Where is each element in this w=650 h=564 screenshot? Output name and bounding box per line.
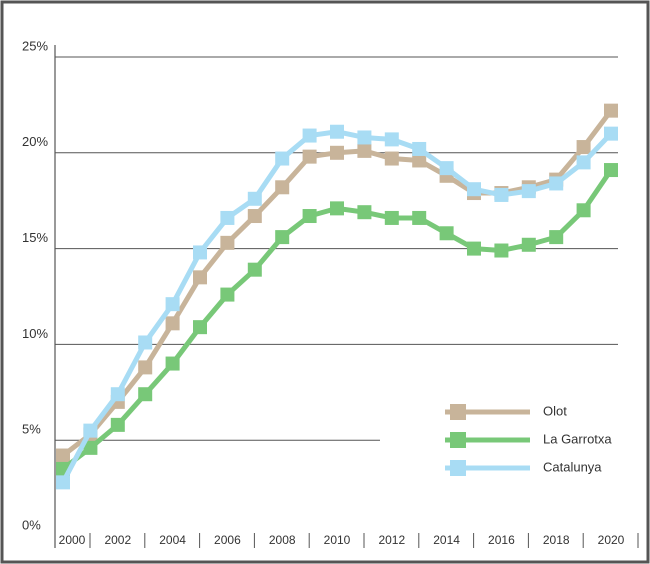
x-tick-label: 2016 (488, 533, 515, 547)
y-tick-label: 0% (22, 517, 41, 532)
x-tick-label: 2008 (269, 533, 296, 547)
marker (439, 226, 454, 241)
marker (357, 130, 372, 145)
marker (576, 203, 591, 218)
marker (56, 475, 70, 490)
marker (576, 155, 591, 170)
marker (576, 140, 591, 155)
marker (83, 423, 98, 438)
marker (110, 417, 125, 432)
legend-marker (450, 432, 466, 448)
marker (604, 103, 618, 118)
x-tick-label: 2004 (159, 533, 186, 547)
marker (138, 387, 153, 402)
marker (275, 151, 290, 166)
marker (467, 241, 481, 256)
marker (521, 184, 536, 199)
marker (165, 297, 180, 312)
marker (275, 230, 290, 245)
marker (110, 387, 125, 402)
y-tick-label: 5% (22, 422, 41, 437)
marker (467, 182, 481, 197)
y-tick-label: 15% (22, 230, 48, 245)
legend-label: Olot (543, 403, 567, 418)
marker (302, 128, 317, 143)
x-tick-label: 2014 (433, 533, 460, 547)
y-tick-label: 25% (22, 38, 48, 53)
x-tick-label: 2000 (59, 533, 86, 547)
marker (384, 132, 399, 147)
x-tick-label: 2006 (214, 533, 241, 547)
marker (549, 230, 564, 245)
x-tick-label: 2012 (378, 533, 405, 547)
legend-label: Catalunya (543, 459, 602, 474)
marker (275, 180, 290, 195)
marker (357, 205, 372, 220)
marker (56, 448, 70, 463)
marker (302, 149, 317, 164)
marker (247, 262, 262, 277)
y-tick-label: 10% (22, 326, 48, 341)
marker (412, 210, 427, 225)
marker (165, 316, 180, 331)
legend-label: La Garrotxa (543, 431, 612, 446)
marker (384, 151, 399, 166)
marker (549, 176, 564, 191)
marker (83, 440, 98, 455)
legend-marker (450, 460, 466, 476)
marker (412, 141, 427, 156)
marker (165, 356, 180, 371)
marker (330, 145, 344, 160)
marker (384, 210, 399, 225)
marker (330, 124, 344, 139)
marker (193, 270, 207, 285)
legend-marker (450, 404, 466, 420)
marker (494, 243, 509, 258)
x-tick-label: 2020 (598, 533, 625, 547)
marker (220, 210, 235, 225)
x-tick-label: 2002 (104, 533, 131, 547)
y-tick-label: 20% (22, 134, 48, 149)
marker (439, 161, 454, 176)
marker (330, 201, 344, 216)
marker (138, 335, 153, 350)
marker (193, 320, 207, 335)
marker (412, 153, 427, 168)
marker (604, 126, 618, 141)
marker (220, 235, 235, 250)
x-tick-label: 2010 (324, 533, 351, 547)
marker (247, 191, 262, 206)
marker (357, 143, 372, 158)
marker (302, 209, 317, 224)
marker (220, 287, 235, 302)
marker (604, 163, 618, 178)
marker (138, 360, 153, 375)
marker (521, 237, 536, 252)
x-tick-label: 2018 (543, 533, 570, 547)
marker (193, 245, 207, 260)
marker (247, 209, 262, 224)
marker (494, 187, 509, 202)
